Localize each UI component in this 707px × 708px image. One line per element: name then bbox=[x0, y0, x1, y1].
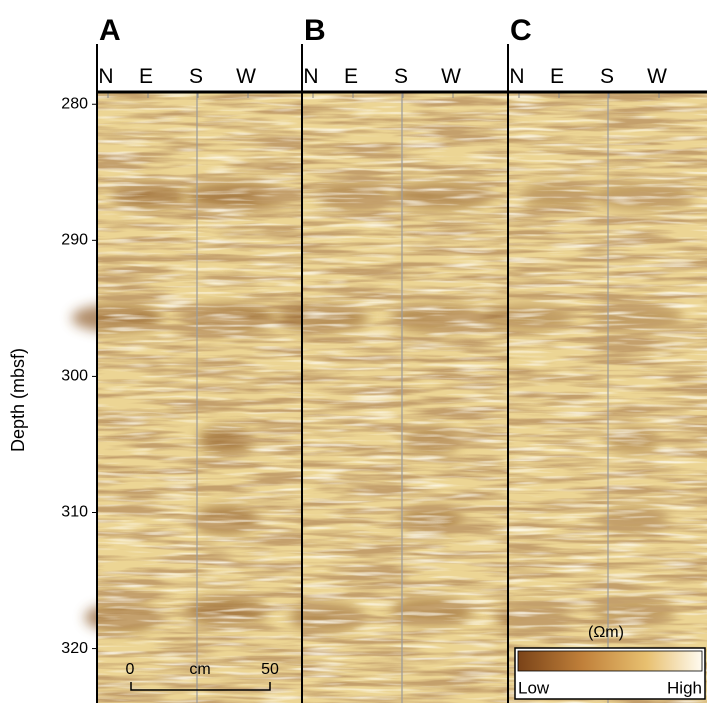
scale-end: 50 bbox=[261, 661, 279, 678]
depth-tick-label: 290 bbox=[61, 232, 88, 249]
azimuth-label: E bbox=[139, 65, 153, 88]
panel-label: B bbox=[304, 14, 326, 47]
panel: AN E S W bbox=[72, 14, 303, 703]
depth-tick-label: 320 bbox=[61, 640, 88, 657]
azimuth-label: W bbox=[236, 65, 256, 88]
azimuth-label: E bbox=[550, 65, 564, 88]
depth-axis-label: Depth (mbsf) bbox=[8, 348, 28, 452]
panel-label: C bbox=[510, 14, 532, 47]
azimuth-label: W bbox=[647, 65, 667, 88]
azimuth-label: N bbox=[98, 65, 113, 88]
texture-light bbox=[302, 92, 508, 703]
texture-light bbox=[97, 92, 302, 703]
azimuth-label: W bbox=[441, 65, 461, 88]
azimuth-label: S bbox=[600, 65, 614, 88]
scale-start: 0 bbox=[126, 661, 135, 678]
color-scale-high: High bbox=[667, 678, 702, 697]
color-scale-bar bbox=[518, 651, 702, 671]
azimuth-label: S bbox=[189, 65, 203, 88]
azimuth-label: N bbox=[509, 65, 524, 88]
depth-tick-label: 280 bbox=[61, 95, 88, 112]
scale-unit: cm bbox=[189, 661, 210, 678]
panel: CN E S W bbox=[482, 14, 707, 703]
color-scale-unit: (Ωm) bbox=[588, 624, 624, 641]
panel: BN E S W bbox=[277, 14, 508, 703]
color-scale-low: Low bbox=[518, 678, 550, 697]
azimuth-label: S bbox=[394, 65, 408, 88]
azimuth-label: E bbox=[344, 65, 358, 88]
depth-tick-label: 310 bbox=[61, 504, 88, 521]
azimuth-label: N bbox=[303, 65, 318, 88]
depth-tick-label: 300 bbox=[61, 368, 88, 385]
panel-label: A bbox=[99, 14, 121, 47]
